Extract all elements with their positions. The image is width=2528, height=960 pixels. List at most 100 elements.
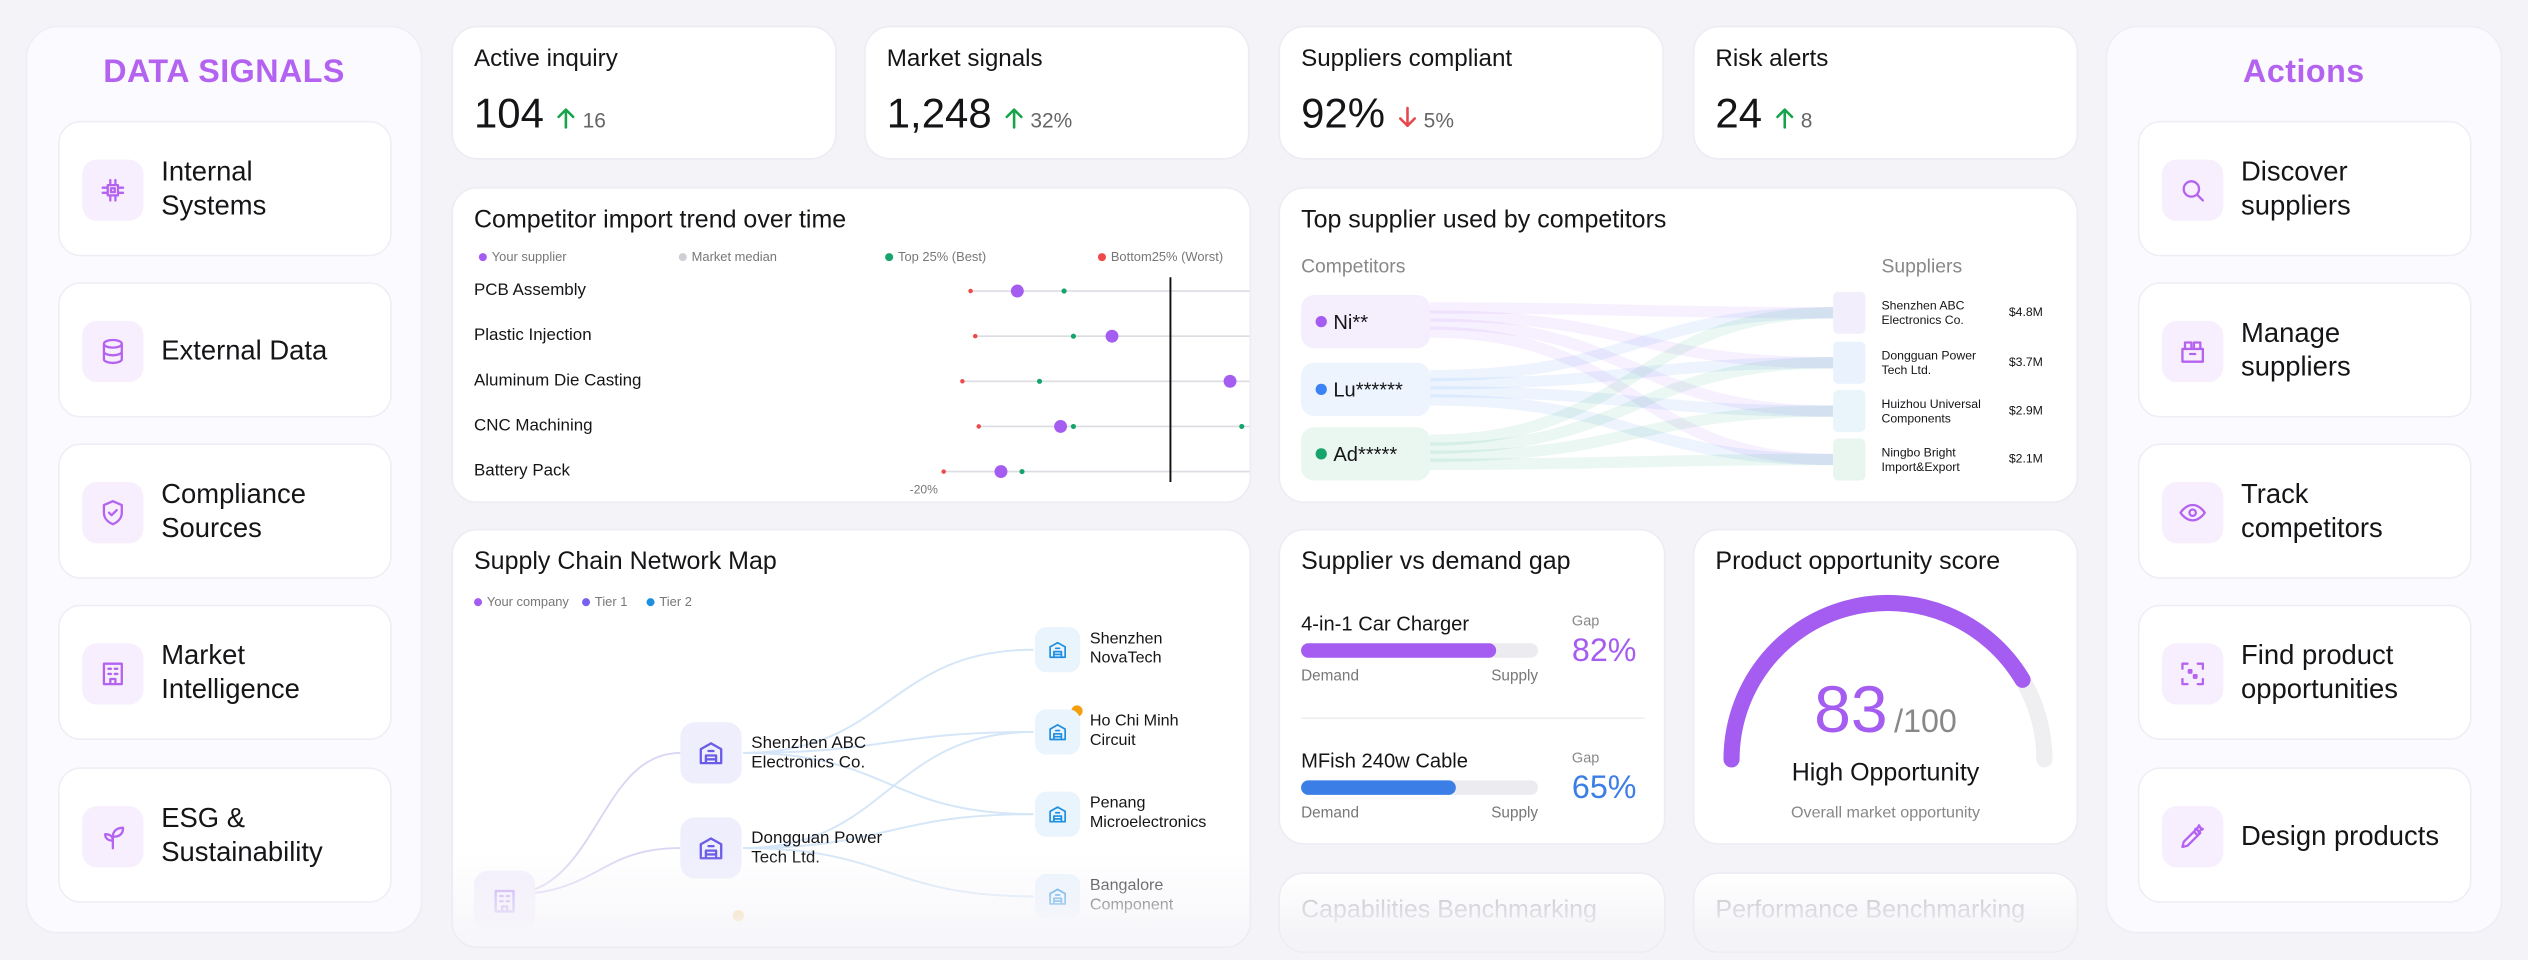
top-dot [1036, 378, 1043, 384]
panel-item: Design products [2137, 767, 2472, 903]
kpi-row: 92% 5% [1301, 89, 1454, 139]
canvas [1049, 641, 1066, 659]
icon-box [1035, 709, 1081, 755]
legend-label: Tier 1 [594, 594, 628, 610]
supplier-name: Ningbo Bright Import&Export [1881, 444, 1960, 474]
bar-track [1301, 643, 1539, 658]
top-dot [1239, 423, 1245, 430]
kpi-label: Market signals [886, 45, 1043, 73]
top-dot [1070, 423, 1077, 430]
canvas [2181, 824, 2205, 849]
supplier-amount: $3.7M [2008, 354, 2043, 370]
network-card: Supply Chain Network Map Your company Tier… [451, 528, 1252, 948]
tier2-label: Ho Chi Minh Circuit [1089, 712, 1179, 750]
legend-item: Tier 1 [582, 594, 628, 610]
icon-box [2162, 806, 2224, 868]
supplier-amount: $2.9M [2008, 403, 2043, 418]
canvas [102, 338, 123, 365]
kpi-value: 92% [1301, 88, 1385, 138]
legend-dot [582, 598, 591, 607]
score-row: 83/100 [1694, 672, 2076, 748]
kpi-row: 1,248 32% [887, 89, 1073, 139]
canvas [102, 500, 123, 526]
legend-label: Top 25% (Best) [898, 249, 987, 265]
canvas [102, 662, 123, 686]
caption: Overall market opportunity [1790, 804, 1981, 823]
panel-item-label: Find product opportunities [2241, 606, 2443, 738]
top-dot [1070, 333, 1077, 339]
label: Internal Systems [161, 156, 267, 221]
icon [2179, 503, 2206, 522]
panel-item: Track competitors [2137, 443, 2472, 579]
label: Design products [2241, 819, 2440, 851]
score: 83 [1814, 672, 1888, 747]
bar [1301, 643, 1496, 658]
panel-title: Actions [2243, 54, 2365, 91]
icon-box [82, 482, 144, 544]
icon [1049, 641, 1066, 659]
flow [1430, 453, 1834, 470]
legend-dot [473, 598, 483, 607]
demand-label: Demand [1301, 667, 1359, 686]
flow [1430, 357, 1834, 390]
icon-box [82, 806, 144, 868]
flow [1430, 307, 1834, 382]
supplier-name: Dongguan Power Tech Ltd. [1881, 348, 1977, 378]
canvas [1049, 724, 1066, 741]
panel-item-label: Track competitors [2241, 445, 2443, 577]
canvas [2179, 503, 2206, 522]
supply-label: Supply [1491, 804, 1539, 823]
gap-title: Gap [1571, 749, 1600, 766]
competitor-pill: Ad***** [1301, 427, 1431, 481]
canvas [2181, 341, 2205, 363]
canvas [699, 742, 723, 765]
supplier-name: Shenzhen ABC Electronics Co. [1881, 298, 1965, 328]
canvas [101, 178, 125, 202]
kpi-value: 1,248 [886, 88, 992, 138]
label: ESG & Sustainability [161, 802, 323, 868]
supplier-node [1833, 291, 1866, 334]
kpi-card: Risk alerts 24 8 [1692, 25, 2079, 160]
icon [2181, 341, 2205, 363]
label: Manage suppliers [2241, 317, 2351, 383]
legend-dot [678, 253, 687, 262]
icon [101, 178, 125, 202]
panel-item: Find product opportunities [2137, 604, 2472, 741]
row-label: PCB Assembly [473, 279, 586, 300]
label: Discover suppliers [2241, 156, 2351, 221]
supply-label: Supply [1491, 667, 1539, 686]
panel-item-label: Discover suppliers [2241, 123, 2443, 255]
icon [102, 500, 123, 526]
kpi-row: 24 8 [1715, 89, 1812, 139]
bottom-dot [976, 424, 982, 429]
label: Market Intelligence [161, 640, 300, 705]
icon [2181, 662, 2205, 686]
supplier-name: Huizhou Universal Components [1881, 396, 1981, 426]
fade [453, 852, 1250, 947]
kpi-row: 104 16 [474, 89, 606, 139]
icon-box [1035, 791, 1081, 837]
top-dot [1061, 288, 1067, 294]
top-dot [1019, 469, 1025, 475]
canvas [2181, 662, 2205, 686]
gauge-card: Product opportunity score 83/100 High Oppo… [1692, 528, 2079, 845]
icon [2181, 824, 2205, 849]
canvas [104, 826, 125, 850]
arrow [1399, 106, 1417, 128]
panel-item: Discover suppliers [2137, 120, 2472, 257]
legend-item: Top 25% (Best) [885, 249, 987, 265]
fade [1694, 873, 2077, 952]
icon [1049, 806, 1066, 823]
panel-item: ESG & Sustainability [58, 767, 392, 903]
competitor-pill: Ni** [1301, 295, 1431, 349]
your-dot [994, 465, 1008, 479]
card-title: Competitor import trend over time [473, 206, 847, 234]
icon [699, 742, 723, 765]
kpi-arrow [1005, 106, 1024, 129]
bottom-dot [960, 379, 965, 384]
column-label: Suppliers [1881, 254, 1963, 278]
side-panel: DATA SIGNALS Internal Systems External Dat… [25, 25, 423, 934]
legend-item: Bottom25% (Worst) [1097, 250, 1223, 264]
